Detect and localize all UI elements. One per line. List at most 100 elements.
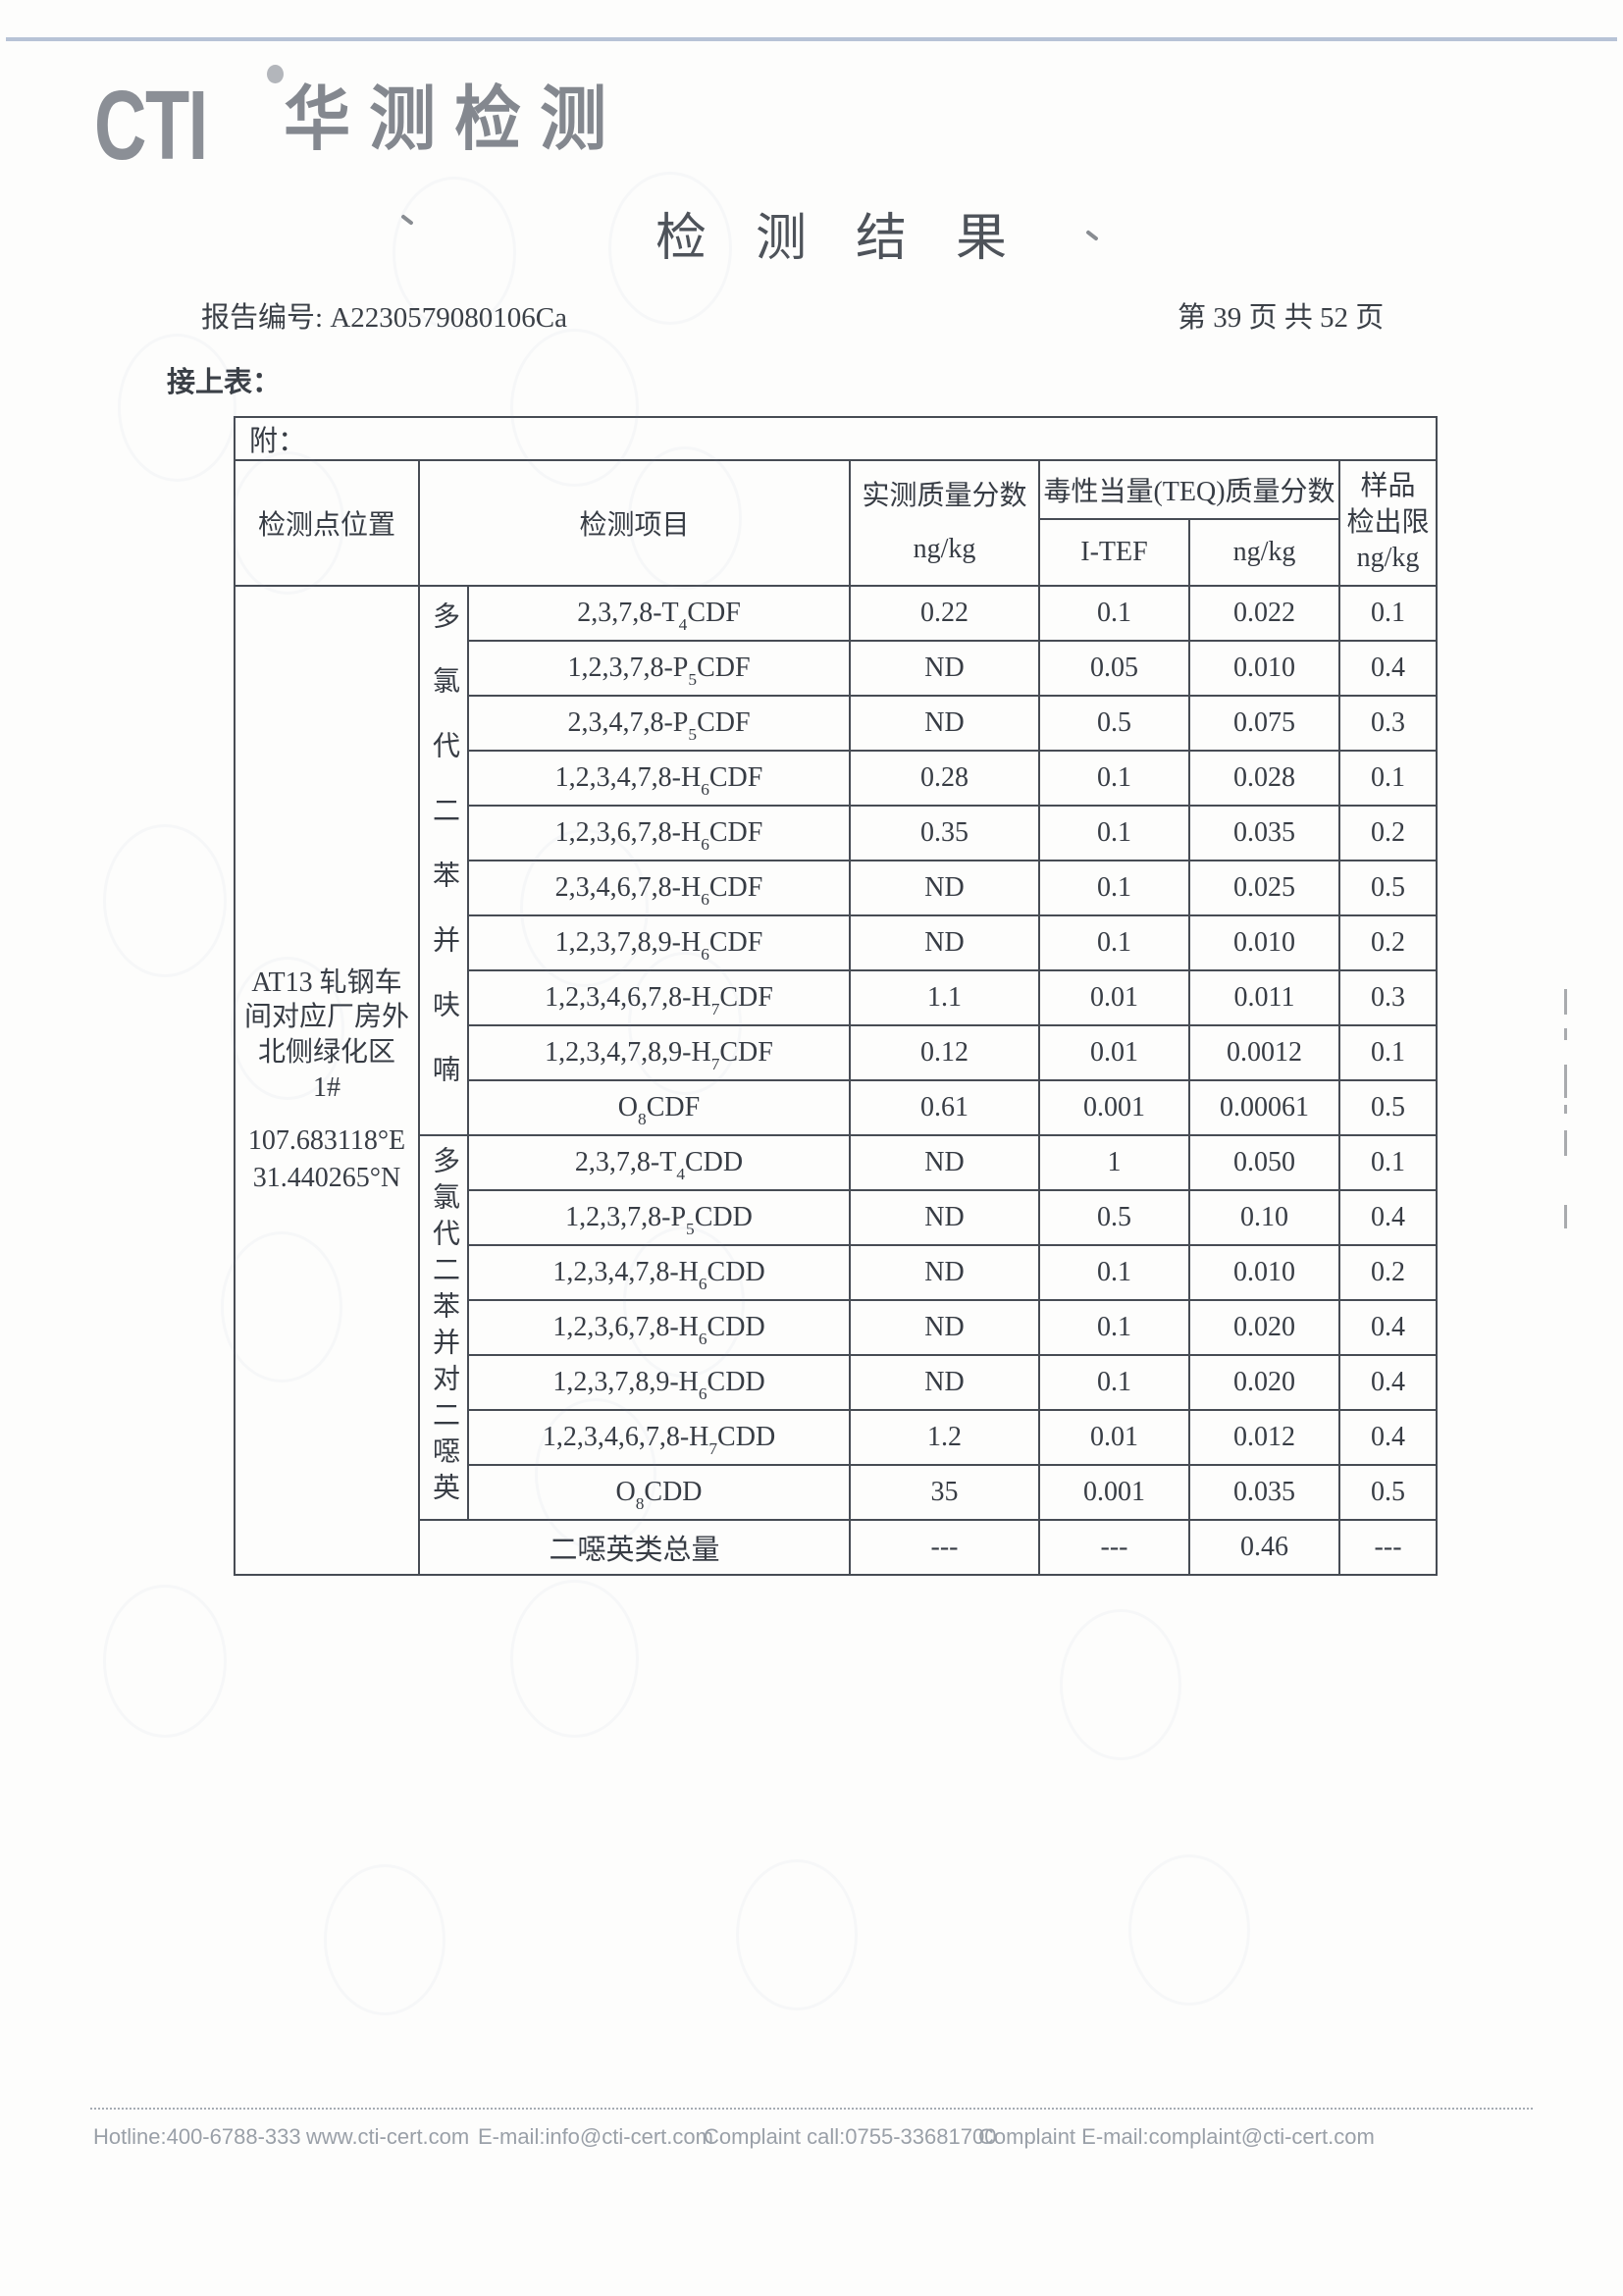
teq-value: 0.010 <box>1188 640 1340 697</box>
itef-value: 0.5 <box>1038 1189 1190 1246</box>
watermark-ring <box>623 1226 745 1378</box>
watermark-ring <box>221 1231 342 1383</box>
total-row: 二噁英类总量 --- --- 0.46 --- <box>235 1519 1439 1576</box>
itef-value: 0.1 <box>1038 1299 1190 1356</box>
detection-limit-value: 0.1 <box>1337 585 1439 642</box>
detection-limit-value: 0.1 <box>1337 1024 1439 1081</box>
itef-value: 0.01 <box>1038 969 1190 1026</box>
measured-value: ND <box>849 1244 1040 1301</box>
itef-value: 1 <box>1038 1134 1190 1191</box>
itef-value: 0.1 <box>1038 1354 1190 1411</box>
teq-value: 0.010 <box>1188 1244 1340 1301</box>
measured-value: ND <box>849 860 1040 916</box>
detection-limit-value: --- <box>1337 1519 1439 1576</box>
teq-value: 0.020 <box>1188 1299 1340 1356</box>
footer-website: www.cti-cert.com <box>306 2124 470 2149</box>
header-measured-unit: ng/kg <box>913 534 976 564</box>
watermark-ring <box>628 446 742 590</box>
measured-value: ND <box>849 1299 1040 1356</box>
teq-value: 0.46 <box>1188 1519 1340 1576</box>
watermark-ring <box>231 451 344 595</box>
detection-limit-value: 0.4 <box>1337 1409 1439 1466</box>
detection-limit-value: 0.4 <box>1337 1189 1439 1246</box>
header-measured-title: 实测质量分数 <box>862 480 1027 511</box>
itef-value: 0.001 <box>1038 1464 1190 1521</box>
watermark-ring <box>1128 1854 1250 2006</box>
scan-tick-mark-right <box>1085 230 1099 241</box>
watermark-ring <box>535 1398 656 1549</box>
watermark-ring <box>324 1864 445 2015</box>
watermark-ring <box>1060 1609 1181 1760</box>
scan-speck <box>1564 1028 1567 1040</box>
attachment-row: 附： <box>233 416 1439 461</box>
measured-value: 0.61 <box>849 1079 1040 1136</box>
watermark-ring <box>628 952 742 1095</box>
top-divider-line <box>6 37 1617 41</box>
compound-subscript: 5 <box>688 670 698 690</box>
table-header-row-1: 检测点位置 检测项目 实测质量分数 ng/kg 毒性当量(TEQ)质量分数 样品… <box>234 459 1439 587</box>
footer-complaint-call: Complaint call:0755-33681700 <box>704 2124 997 2149</box>
table-row: 多氯代二苯并对二噁英 2,3,7,8-T4CDD ND 1 0.050 0.1 <box>235 1134 1439 1521</box>
header-limit-line3: ng/kg <box>1356 543 1420 574</box>
itef-value: 0.1 <box>1038 914 1190 971</box>
detection-limit-value: 0.1 <box>1337 750 1439 807</box>
scan-speck <box>1564 1205 1567 1228</box>
itef-value: 0.1 <box>1038 805 1190 861</box>
measured-value: 1.1 <box>849 969 1040 1026</box>
detection-limit-value: 0.5 <box>1337 1079 1439 1136</box>
detection-limit-value: 0.4 <box>1337 1299 1439 1356</box>
watermark-ring <box>231 957 344 1100</box>
teq-value: 0.050 <box>1188 1134 1340 1191</box>
compound-subscript: 4 <box>678 615 688 635</box>
compound-name: 2,3,7,8-T4CDF <box>467 585 851 642</box>
compound-name: 2,3,7,8-T4CDD <box>467 1134 851 1191</box>
cti-logo-dot-icon <box>267 65 284 83</box>
cti-logo-text: CTI <box>94 71 208 181</box>
teq-value: 0.035 <box>1188 1464 1340 1521</box>
detection-limit-value: 0.3 <box>1337 969 1439 1026</box>
scan-speck <box>1564 1105 1567 1114</box>
itef-value: 0.01 <box>1038 1409 1190 1466</box>
teq-value: 0.075 <box>1188 695 1340 752</box>
table-row: O8CDD 35 0.001 0.035 0.5 <box>235 1464 1439 1521</box>
watermark-ring <box>510 329 639 487</box>
detection-limit-value: 0.5 <box>1337 1464 1439 1521</box>
location-longitude: 107.683118°E <box>247 1124 406 1156</box>
watermark-ring <box>608 172 732 325</box>
table-row: 1,2,3,7,8-P5CDD ND 0.5 0.10 0.4 <box>235 1189 1439 1246</box>
header-measured: 实测质量分数 ng/kg <box>849 459 1040 587</box>
itef-value: 0.1 <box>1038 750 1190 807</box>
header-limit-line1: 样品 <box>1360 471 1416 502</box>
compound-group-label: 多氯代二苯并对二噁英 <box>418 1134 469 1521</box>
table-row: 1,2,3,7,8-P5CDF ND 0.05 0.010 0.4 <box>235 640 1439 697</box>
detection-limit-value: 0.2 <box>1337 805 1439 861</box>
header-limit-line2: 检出限 <box>1346 506 1430 538</box>
measured-value: ND <box>849 914 1040 971</box>
detection-limit-value: 0.2 <box>1337 1244 1439 1301</box>
watermark-ring <box>510 1580 639 1738</box>
teq-value: 0.025 <box>1188 860 1340 916</box>
table-header-row-2: I-TEF ng/kg <box>235 518 1437 587</box>
watermark-ring <box>393 177 516 330</box>
itef-value: 0.5 <box>1038 695 1190 752</box>
itef-value: --- <box>1038 1519 1190 1576</box>
compound-subscript: 6 <box>701 780 709 800</box>
compound-subscript: 6 <box>701 835 709 855</box>
measured-value: 1.2 <box>849 1409 1040 1466</box>
compound-name: 2,3,4,7,8-P5CDF <box>467 695 851 752</box>
teq-value: 0.0012 <box>1188 1024 1340 1081</box>
compound-subscript: 4 <box>676 1165 685 1184</box>
compound-group-label: 多氯代二苯并呋喃 <box>418 585 469 1136</box>
header-itef: I-TEF <box>1038 518 1190 587</box>
detection-limit-value: 0.1 <box>1337 1134 1439 1191</box>
measured-value: --- <box>849 1519 1040 1576</box>
itef-value: 0.05 <box>1038 640 1190 697</box>
compound-subscript: 7 <box>708 1439 718 1459</box>
table-row: 1,2,3,7,8,9-H6CDF ND 0.1 0.010 0.2 <box>235 914 1439 971</box>
detection-limit-value: 0.4 <box>1337 640 1439 697</box>
report-number-line: 报告编号: A2230579080106Ca <box>201 294 567 336</box>
measured-value: 0.35 <box>849 805 1040 861</box>
footer-complaint-email: Complaint E-mail:complaint@cti-cert.com <box>978 2124 1375 2149</box>
measured-value: ND <box>849 1354 1040 1411</box>
